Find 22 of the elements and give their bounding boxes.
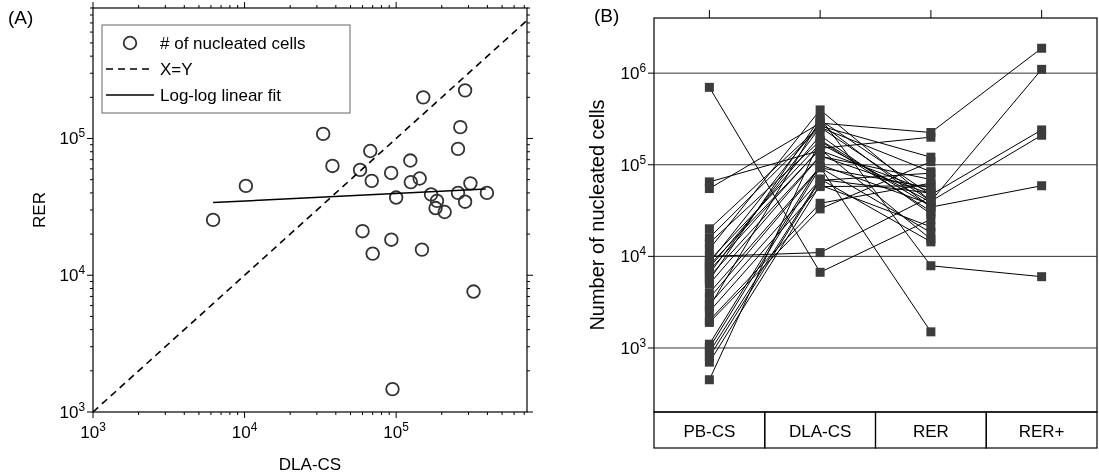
x-tick-label: 10$^{5}$ [383,420,410,442]
x-tick-label: DLA-CS [788,422,852,441]
x-tick-label: 10$^{4}$ [231,420,258,442]
chart-title: (A) [8,7,34,28]
y-tick-label: 10$^{4}$ [620,244,647,267]
x-axis-title: DLA-CS [278,455,342,474]
y-tick-label: 10$^{3}$ [620,335,647,358]
x-tick-label: RER [912,422,949,441]
y-axis-title: RER [30,192,49,228]
x-tick-label: 10$^{3}$ [80,420,107,442]
y-tick-label: 10$^{3}$ [59,400,86,422]
y-tick-label: 10$^{5}$ [59,126,86,149]
legend-label: # of nucleated cells [160,34,306,53]
x-tick-label: PB-CS [683,422,736,441]
y-axis-title: Number of nucleated cells [586,99,608,331]
y-tick-label: 10$^{4}$ [59,263,86,286]
x-tick-label: RER+ [1018,422,1065,441]
y-tick-label: 10$^{5}$ [620,152,647,175]
chart-title: (B) [594,5,620,26]
legend-label: X=Y [160,60,193,79]
legend-label: Log-log linear fit [160,86,282,105]
y-tick-label: 10$^{6}$ [620,61,647,84]
